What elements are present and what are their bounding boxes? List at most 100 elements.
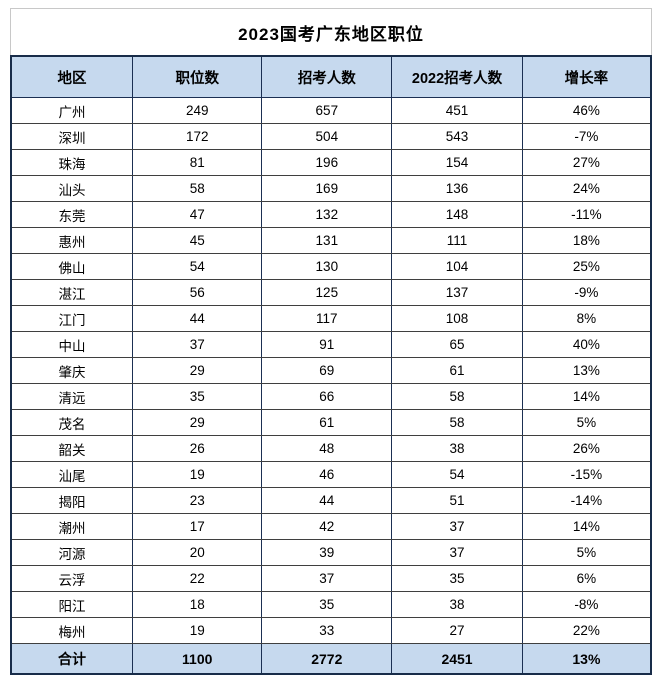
positions-table: 地区 职位数 招考人数 2022招考人数 增长率 广州 249 657 451 46% 深圳 172…	[10, 55, 652, 675]
value-cell: 132	[261, 201, 393, 228]
value-cell: 543	[391, 123, 523, 150]
value-cell: 47	[132, 201, 263, 228]
column-header-4: 增长率	[521, 55, 652, 98]
value-cell: 154	[391, 149, 523, 176]
table-header: 地区 职位数 招考人数 2022招考人数 增长率	[10, 55, 652, 98]
value-cell: 44	[132, 305, 263, 332]
value-cell: 14%	[521, 383, 652, 410]
value-cell: 33	[261, 617, 393, 644]
value-cell: 148	[391, 201, 523, 228]
value-cell: 48	[261, 435, 393, 462]
value-cell: 65	[391, 331, 523, 358]
value-cell: -8%	[521, 591, 652, 618]
value-cell: 61	[391, 357, 523, 384]
region-cell: 茂名	[10, 409, 134, 436]
header-row: 地区 职位数 招考人数 2022招考人数 增长率	[10, 55, 652, 98]
value-cell: 111	[391, 227, 523, 254]
region-cell: 河源	[10, 539, 134, 566]
value-cell: 196	[261, 149, 393, 176]
value-cell: 58	[391, 383, 523, 410]
table-row-中山: 中山 37 91 65 40%	[10, 331, 652, 358]
value-cell: 45	[132, 227, 263, 254]
value-cell: 37	[132, 331, 263, 358]
value-cell: 27	[391, 617, 523, 644]
value-cell: 6%	[521, 565, 652, 592]
value-cell: 108	[391, 305, 523, 332]
region-cell: 中山	[10, 331, 134, 358]
value-cell: 18	[132, 591, 263, 618]
region-cell: 佛山	[10, 253, 134, 280]
table-body: 广州 249 657 451 46% 深圳 172 504 543 -7% 珠海 81 196 154 27…	[10, 97, 652, 644]
value-cell: 657	[261, 97, 393, 124]
value-cell: 37	[391, 539, 523, 566]
value-cell: 27%	[521, 149, 652, 176]
value-cell: 81	[132, 149, 263, 176]
value-cell: 23	[132, 487, 263, 514]
table-row-茂名: 茂名 29 61 58 5%	[10, 409, 652, 436]
table-row-东莞: 东莞 47 132 148 -11%	[10, 201, 652, 228]
value-cell: 38	[391, 435, 523, 462]
value-cell: 58	[391, 409, 523, 436]
value-cell: 130	[261, 253, 393, 280]
table-row-珠海: 珠海 81 196 154 27%	[10, 149, 652, 176]
value-cell: 58	[132, 175, 263, 202]
value-cell: 22%	[521, 617, 652, 644]
value-cell: 39	[261, 539, 393, 566]
value-cell: 26%	[521, 435, 652, 462]
value-cell: 26	[132, 435, 263, 462]
total-label-cell: 合计	[10, 643, 134, 675]
value-cell: 54	[391, 461, 523, 488]
total-row: 合计 1100 2772 2451 13%	[10, 643, 652, 675]
total-value-cell: 2772	[261, 643, 393, 675]
value-cell: 66	[261, 383, 393, 410]
value-cell: 136	[391, 175, 523, 202]
value-cell: 125	[261, 279, 393, 306]
value-cell: 35	[261, 591, 393, 618]
value-cell: 249	[132, 97, 263, 124]
value-cell: -11%	[521, 201, 652, 228]
value-cell: 13%	[521, 357, 652, 384]
value-cell: 131	[261, 227, 393, 254]
value-cell: 40%	[521, 331, 652, 358]
value-cell: -15%	[521, 461, 652, 488]
value-cell: 54	[132, 253, 263, 280]
total-value-cell: 13%	[521, 643, 652, 675]
region-cell: 东莞	[10, 201, 134, 228]
value-cell: 91	[261, 331, 393, 358]
region-cell: 深圳	[10, 123, 134, 150]
region-cell: 云浮	[10, 565, 134, 592]
value-cell: 8%	[521, 305, 652, 332]
column-header-3: 2022招考人数	[391, 55, 523, 98]
region-cell: 珠海	[10, 149, 134, 176]
table-row-汕头: 汕头 58 169 136 24%	[10, 175, 652, 202]
value-cell: 25%	[521, 253, 652, 280]
value-cell: 20	[132, 539, 263, 566]
table-title: 2023国考广东地区职位	[10, 8, 652, 55]
value-cell: -7%	[521, 123, 652, 150]
region-cell: 汕尾	[10, 461, 134, 488]
value-cell: 104	[391, 253, 523, 280]
value-cell: 35	[391, 565, 523, 592]
table-row-深圳: 深圳 172 504 543 -7%	[10, 123, 652, 150]
table-row-佛山: 佛山 54 130 104 25%	[10, 253, 652, 280]
value-cell: 37	[391, 513, 523, 540]
value-cell: 172	[132, 123, 263, 150]
value-cell: 17	[132, 513, 263, 540]
region-cell: 潮州	[10, 513, 134, 540]
region-cell: 揭阳	[10, 487, 134, 514]
value-cell: 42	[261, 513, 393, 540]
value-cell: 504	[261, 123, 393, 150]
value-cell: 169	[261, 175, 393, 202]
value-cell: 117	[261, 305, 393, 332]
value-cell: 38	[391, 591, 523, 618]
table-row-揭阳: 揭阳 23 44 51 -14%	[10, 487, 652, 514]
value-cell: 61	[261, 409, 393, 436]
region-cell: 汕头	[10, 175, 134, 202]
table-row-河源: 河源 20 39 37 5%	[10, 539, 652, 566]
value-cell: 19	[132, 617, 263, 644]
region-cell: 江门	[10, 305, 134, 332]
value-cell: 56	[132, 279, 263, 306]
table-row-江门: 江门 44 117 108 8%	[10, 305, 652, 332]
value-cell: 5%	[521, 409, 652, 436]
